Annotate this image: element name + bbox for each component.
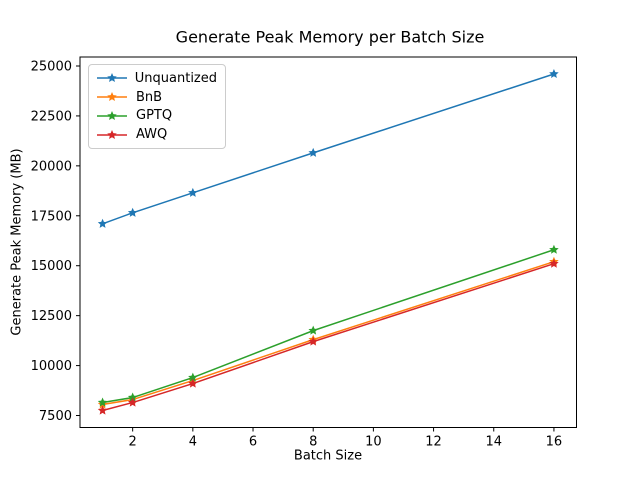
x-tick-label: 16	[546, 435, 563, 450]
y-tick-label: 7500	[39, 409, 72, 424]
x-tick-label: 12	[425, 435, 442, 450]
y-axis-label: Generate Peak Memory (MB)	[9, 148, 25, 336]
legend-label: AWQ	[136, 127, 168, 143]
legend-star-icon	[107, 92, 117, 102]
data-point-gptq	[549, 244, 559, 254]
data-point-awq	[97, 405, 108, 415]
data-point-unquantized	[188, 187, 198, 197]
legend-marker-icon	[97, 129, 127, 139]
legend-label: BnB	[136, 89, 163, 105]
data-point-unquantized	[308, 147, 318, 157]
x-tick-label: 14	[485, 435, 502, 450]
axes-frame	[79, 56, 577, 428]
legend-star-icon	[107, 110, 117, 120]
x-tick-label: 10	[365, 435, 382, 450]
data-point-unquantized	[549, 68, 559, 79]
data-point-unquantized	[127, 207, 138, 217]
legend-item-gptq: GPTQ	[96, 108, 217, 123]
x-tick-label: 4	[189, 435, 197, 450]
y-tick-label: 25000	[31, 59, 72, 74]
legend-item-awq: AWQ	[96, 127, 217, 142]
series-line-gptq	[102, 249, 555, 404]
data-point-gptq	[97, 397, 108, 407]
y-tick-label: 20000	[31, 159, 72, 174]
legend-marker-icon	[97, 92, 127, 102]
data-point-gptq	[188, 372, 198, 382]
legend-star-icon	[107, 73, 117, 83]
legend-item-bnb: BnB	[96, 90, 217, 105]
y-tick-label: 10000	[31, 359, 72, 374]
legend-label: GPTQ	[136, 108, 173, 124]
data-point-awq	[308, 336, 318, 346]
y-tick-label: 12500	[31, 309, 72, 324]
data-point-unquantized	[97, 218, 108, 228]
legend-label: Unquantized	[134, 70, 217, 86]
legend-marker-icon	[97, 73, 127, 83]
legend-item-unquantized: Unquantized	[96, 71, 217, 86]
series-line-awq	[102, 263, 555, 412]
data-point-gptq	[308, 325, 318, 335]
x-tick-label: 2	[129, 435, 137, 450]
series-line-bnb	[102, 261, 555, 406]
data-point-gptq	[127, 392, 138, 402]
legend-marker-icon	[97, 110, 127, 120]
data-point-awq	[549, 258, 559, 268]
legend-star-icon	[107, 129, 117, 139]
x-tick-label: 8	[309, 435, 317, 450]
chart-title: Generate Peak Memory per Batch Size	[175, 27, 485, 47]
data-point-awq	[188, 378, 198, 388]
y-tick-label: 15000	[31, 259, 72, 274]
y-tick-label: 17500	[31, 209, 72, 224]
x-tick-label: 6	[249, 435, 257, 450]
legend: Unquantized BnB GPTQ AWQ	[88, 64, 226, 149]
data-point-awq	[127, 397, 138, 407]
x-axis-label: Batch Size	[293, 448, 363, 464]
y-tick-label: 22500	[31, 109, 72, 124]
